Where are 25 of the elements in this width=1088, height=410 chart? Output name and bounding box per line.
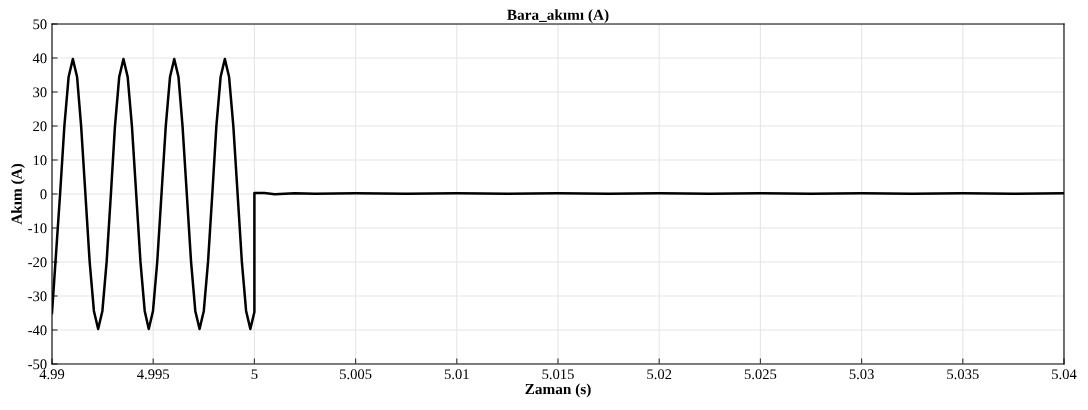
- x-tick-label: 5.03: [849, 369, 874, 380]
- x-tick-label: 4.99: [39, 369, 65, 380]
- y-tick-label: -50: [28, 359, 47, 370]
- y-tick-label: -40: [28, 325, 47, 336]
- x-tick-label: 5: [251, 369, 258, 380]
- x-tick-label: 5.02: [647, 369, 672, 380]
- y-tick-label: 20: [33, 121, 47, 132]
- x-tick-label: 5.01: [444, 369, 469, 380]
- y-tick-label: -20: [28, 257, 47, 268]
- chart-title: Bara_akımı (A): [507, 9, 609, 24]
- x-axis-title: Zaman (s): [525, 383, 591, 398]
- y-tick-label: -30: [28, 291, 47, 302]
- x-tick-label: 5.04: [1052, 369, 1077, 380]
- y-tick-label: 50: [33, 19, 47, 30]
- y-tick-label: 10: [33, 155, 47, 166]
- x-tick-label: 5.035: [947, 369, 979, 380]
- x-tick-label: 5.005: [340, 369, 372, 380]
- y-tick-label: -10: [28, 223, 47, 234]
- x-tick-label: 4.995: [137, 369, 170, 380]
- x-tick-label: 5.015: [542, 369, 574, 380]
- y-tick-label: 0: [40, 189, 47, 200]
- y-axis-title: Akım (A): [11, 163, 25, 225]
- y-tick-label: 30: [33, 87, 47, 98]
- y-tick-label: 40: [32, 53, 47, 64]
- x-tick-label: 5.025: [744, 369, 777, 380]
